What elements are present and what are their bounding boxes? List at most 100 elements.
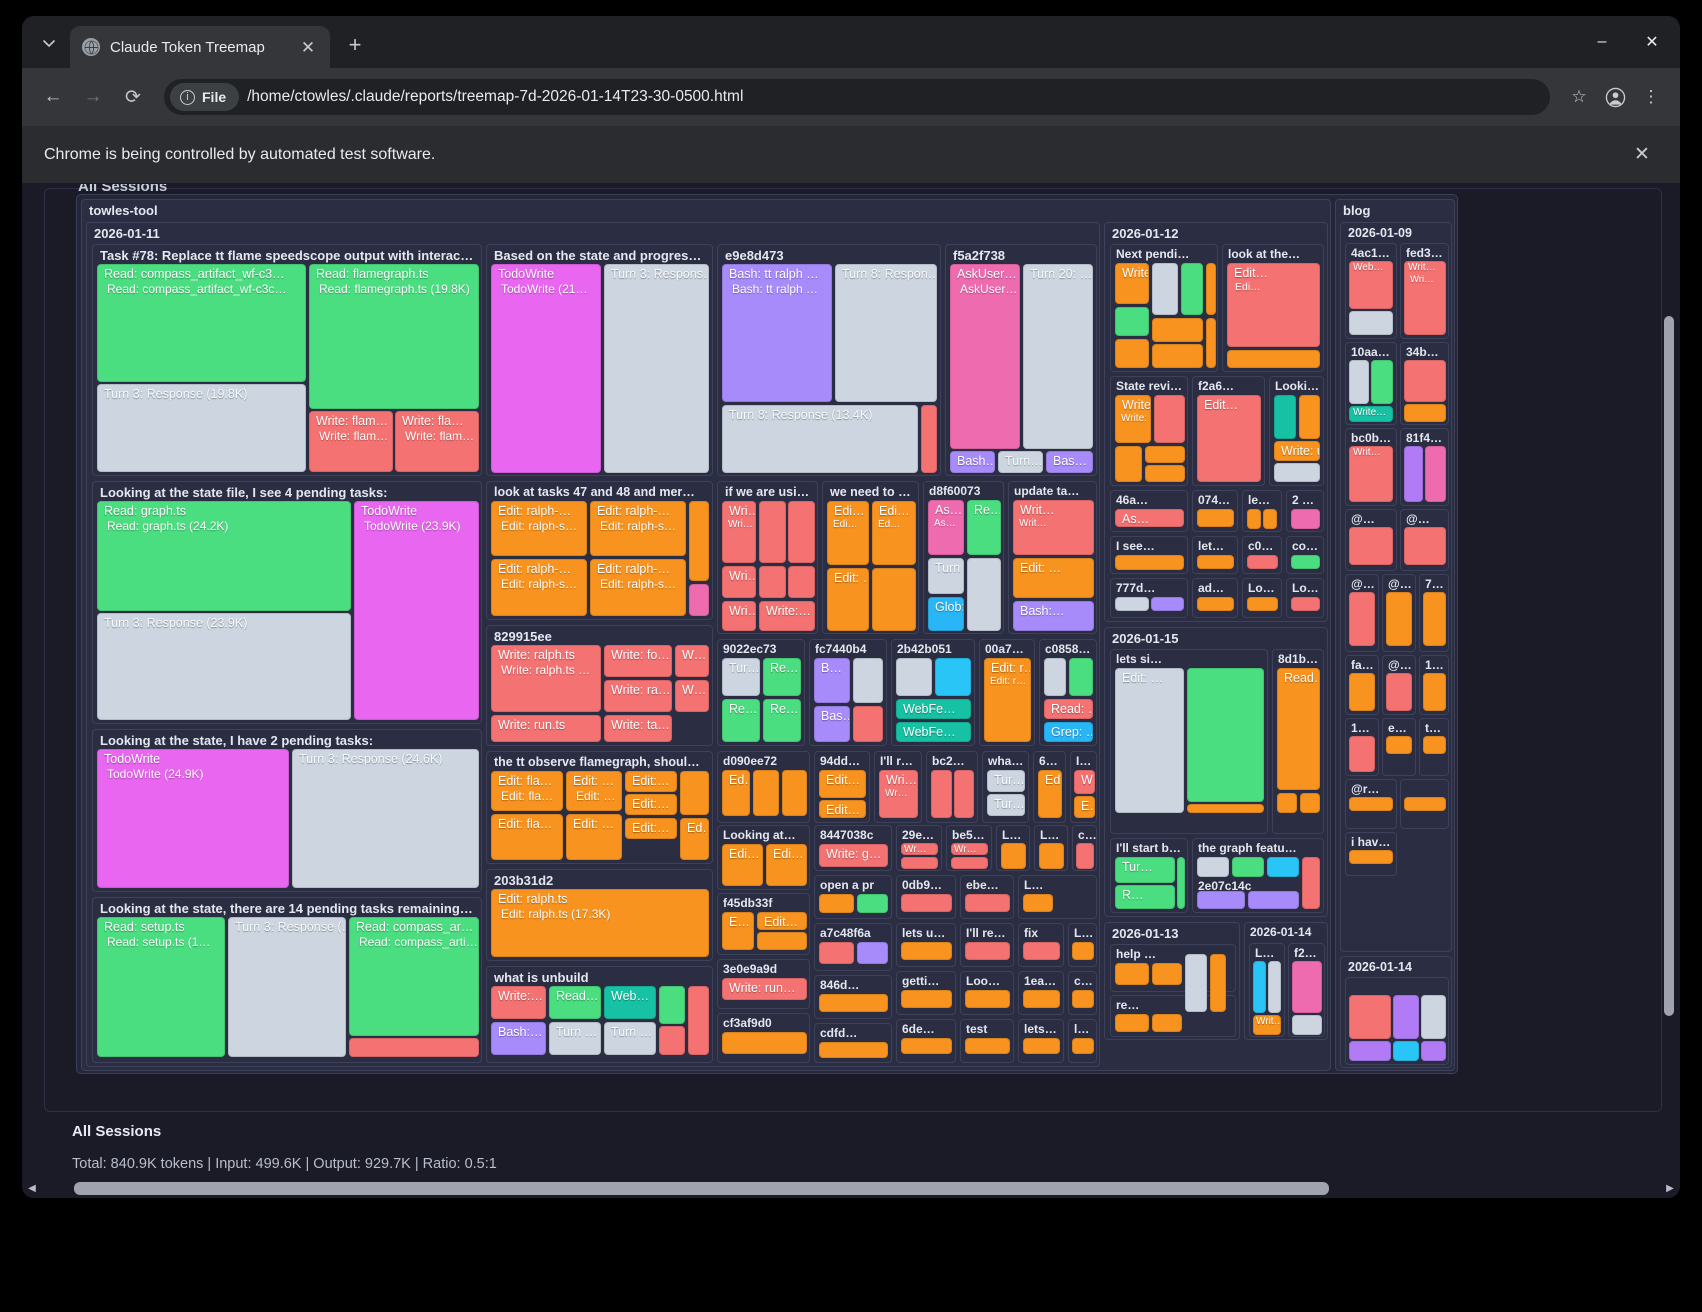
treemap-leaf[interactable] bbox=[1115, 1014, 1149, 1032]
treemap-leaf[interactable] bbox=[901, 1038, 952, 1054]
treemap-leaf[interactable]: Tur… bbox=[987, 770, 1025, 792]
treemap-session[interactable]: a7c48f6a bbox=[814, 923, 892, 971]
close-infobar-icon[interactable]: ✕ bbox=[1634, 144, 1650, 165]
treemap-leaf[interactable] bbox=[901, 942, 952, 960]
treemap-leaf[interactable] bbox=[1145, 465, 1185, 482]
treemap-session[interactable]: lets continue to w… bbox=[1068, 1019, 1097, 1063]
treemap-leaf[interactable]: Edi… bbox=[722, 844, 763, 886]
treemap-leaf[interactable]: Web… bbox=[1349, 261, 1393, 309]
treemap-session[interactable]: I'll start by wor… Tur… R… bbox=[1110, 838, 1188, 913]
treemap-session[interactable]: lets si… Edit: … bbox=[1110, 649, 1268, 834]
treemap-leaf[interactable] bbox=[1349, 311, 1393, 335]
treemap-leaf[interactable] bbox=[659, 986, 685, 1024]
treemap-leaf[interactable] bbox=[782, 770, 807, 816]
treemap-leaf[interactable] bbox=[1072, 942, 1094, 960]
treemap-leaf[interactable]: Re… bbox=[763, 699, 801, 742]
treemap-leaf[interactable]: Turn 1… bbox=[928, 558, 964, 594]
treemap-leaf[interactable] bbox=[901, 857, 938, 869]
treemap-session[interactable]: @r… bbox=[1345, 779, 1397, 829]
treemap-session[interactable]: Lo… Writ… bbox=[1249, 943, 1285, 1037]
treemap-leaf[interactable]: Wr… bbox=[951, 843, 988, 855]
treemap-leaf[interactable] bbox=[1247, 509, 1261, 529]
treemap-leaf[interactable] bbox=[931, 770, 952, 818]
treemap-leaf[interactable] bbox=[1349, 592, 1375, 646]
treemap-session[interactable]: bc0b… Writ… bbox=[1345, 428, 1397, 506]
treemap-leaf[interactable]: Edit: fla… bbox=[491, 814, 563, 860]
treemap-leaf[interactable] bbox=[1349, 797, 1393, 811]
treemap-session[interactable]: d090ee72 Ed… bbox=[717, 751, 810, 823]
treemap-leaf[interactable]: Edi… Edi… bbox=[827, 501, 869, 565]
treemap-leaf[interactable] bbox=[1349, 360, 1369, 404]
treemap-leaf[interactable] bbox=[1023, 990, 1060, 1008]
treemap-session[interactable]: Lo… bbox=[1242, 578, 1282, 618]
treemap-leaf[interactable]: Re… bbox=[763, 658, 801, 696]
treemap-project-blog[interactable]: blog 2026-01-09 4ac1… Web… bbox=[1335, 199, 1455, 1071]
treemap-leaf[interactable] bbox=[1115, 963, 1149, 985]
treemap-leaf[interactable]: Read… bbox=[549, 986, 601, 1019]
treemap-leaf[interactable] bbox=[1277, 793, 1297, 813]
treemap-leaf[interactable] bbox=[1115, 446, 1142, 482]
treemap-session[interactable]: cf3af9d0 bbox=[717, 1013, 810, 1063]
treemap-leaf[interactable] bbox=[819, 942, 854, 964]
treemap-session[interactable]: what is unbuild Write:… Read… Web… bbox=[486, 966, 713, 1063]
treemap-leaf[interactable] bbox=[1001, 843, 1026, 869]
treemap-leaf[interactable] bbox=[1152, 263, 1178, 315]
treemap-leaf[interactable]: Tur… bbox=[987, 794, 1025, 816]
treemap-session[interactable]: getti… bbox=[896, 971, 956, 1015]
treemap-session[interactable] bbox=[1400, 779, 1449, 829]
back-icon[interactable]: ← bbox=[43, 86, 63, 107]
treemap-leaf[interactable] bbox=[759, 566, 786, 598]
treemap-session[interactable]: I'll r… Wri… Wr… bbox=[874, 751, 922, 823]
treemap-session[interactable]: 81f4… bbox=[1400, 428, 1449, 506]
treemap-leaf[interactable]: Read… bbox=[1277, 668, 1320, 790]
chevron-down-icon[interactable] bbox=[32, 26, 66, 60]
treemap-session[interactable]: 203b31d2 Edit: ralph.ts Edit: ralph.ts (… bbox=[486, 869, 713, 961]
treemap-leaf[interactable] bbox=[1291, 555, 1320, 569]
treemap-leaf[interactable]: Edi… Ed… bbox=[872, 501, 916, 565]
treemap-leaf[interactable] bbox=[1072, 1038, 1094, 1054]
treemap-leaf[interactable]: Edit: ralph-… Edit: ralph-s… bbox=[491, 501, 587, 556]
treemap-leaf[interactable]: Turn 8: Response (13.4K) bbox=[722, 405, 918, 473]
treemap-session[interactable]: 16… bbox=[1419, 655, 1449, 715]
treemap-session[interactable]: 1ea0233e bbox=[1018, 971, 1064, 1015]
treemap-leaf[interactable]: TodoWrite TodoWrite (24.9K) bbox=[97, 749, 289, 888]
treemap-leaf[interactable] bbox=[1292, 1015, 1322, 1035]
treemap-leaf[interactable] bbox=[1227, 350, 1320, 368]
treemap-leaf[interactable]: Edit: … bbox=[566, 814, 622, 860]
treemap-session[interactable]: Based on the state and progress … TodoWr… bbox=[486, 244, 713, 476]
treemap-leaf[interactable] bbox=[1247, 597, 1278, 611]
treemap-session[interactable]: bc2… bbox=[926, 751, 978, 823]
treemap-session[interactable]: Lo… bbox=[996, 825, 1030, 871]
treemap-leaf[interactable] bbox=[965, 894, 1010, 912]
treemap-session[interactable]: update ta… Writ… Writ… Edit: … Bash:… bbox=[1008, 481, 1097, 634]
treemap-leaf[interactable]: Edit:… bbox=[625, 794, 677, 815]
treemap-leaf[interactable] bbox=[1115, 307, 1149, 336]
treemap-session[interactable]: the tt observe flamegraph, shoul… Edit: … bbox=[486, 751, 713, 864]
treemap-leaf[interactable]: Tur… bbox=[722, 658, 760, 696]
treemap-leaf[interactable] bbox=[857, 894, 888, 913]
treemap-session[interactable]: @… bbox=[1345, 574, 1379, 652]
treemap-leaf[interactable] bbox=[1274, 395, 1296, 439]
treemap-leaf[interactable]: Edit… Edi… bbox=[1227, 263, 1320, 347]
treemap-leaf[interactable]: AskUser… AskUser… bbox=[950, 264, 1020, 449]
treemap-session[interactable] bbox=[1345, 977, 1449, 1065]
vertical-scrollbar-thumb[interactable] bbox=[1664, 316, 1674, 1016]
treemap-leaf[interactable]: Write: ta… bbox=[604, 715, 672, 742]
treemap-leaf[interactable] bbox=[1423, 673, 1446, 711]
treemap-session[interactable]: 46a… As… bbox=[1110, 490, 1188, 532]
treemap-leaf[interactable] bbox=[1248, 891, 1299, 909]
treemap-leaf[interactable] bbox=[1115, 339, 1149, 368]
treemap-leaf[interactable] bbox=[1349, 995, 1391, 1039]
treemap-leaf[interactable] bbox=[757, 932, 807, 950]
treemap-session[interactable]: ad… bbox=[1192, 578, 1238, 618]
treemap-leaf[interactable] bbox=[349, 1038, 479, 1057]
treemap-leaf[interactable]: Write: ralph.ts Write: ralph.ts … bbox=[491, 645, 601, 712]
treemap-session[interactable]: continue bbox=[1286, 536, 1324, 574]
treemap-leaf[interactable]: Read: flamegraph.ts Read: flamegraph.ts … bbox=[309, 264, 479, 409]
treemap-session[interactable]: @… bbox=[1345, 509, 1397, 571]
treemap-session[interactable]: I see… bbox=[1110, 536, 1188, 574]
treemap-leaf[interactable] bbox=[819, 894, 854, 913]
treemap-leaf[interactable] bbox=[788, 566, 815, 598]
treemap-session[interactable]: 94dd… Edit… Edit… bbox=[814, 751, 870, 823]
treemap-date-2026-01-12[interactable]: 2026-01-12 Next pendi… Write: ind… bbox=[1104, 222, 1328, 622]
